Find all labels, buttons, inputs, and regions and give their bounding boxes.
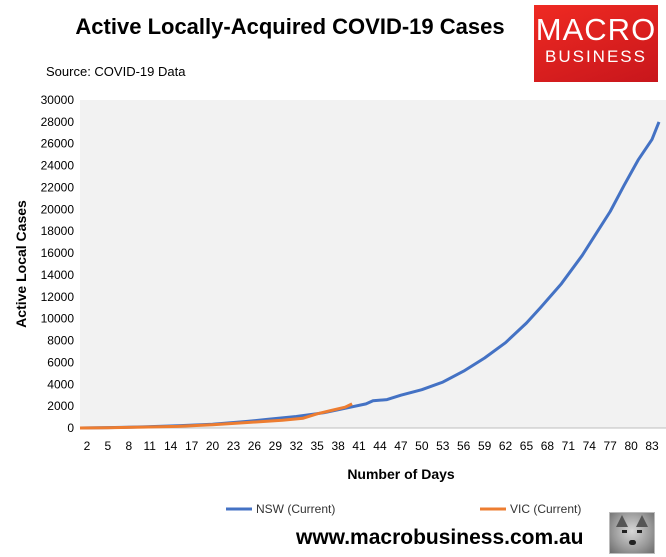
legend: NSW (Current) VIC (Current) (226, 502, 581, 516)
y-tick-label: 4000 (47, 377, 74, 391)
x-tick-label: 53 (436, 439, 450, 453)
x-tick-label: 71 (562, 439, 576, 453)
y-axis-ticks: 0 2000 4000 6000 8000 10000 12000 14000 16000 180… (41, 93, 75, 435)
legend-label-vic: VIC (Current) (510, 502, 581, 516)
x-tick-label: 59 (478, 439, 492, 453)
x-tick-label: 23 (227, 439, 241, 453)
x-tick-label: 14 (164, 439, 178, 453)
series-line-vic (79, 402, 353, 430)
x-tick-label: 74 (583, 439, 597, 453)
x-tick-label: 17 (185, 439, 199, 453)
chart-source: Source: COVID-19 Data (46, 64, 186, 79)
x-tick-label: 83 (645, 439, 659, 453)
x-tick-label: 44 (373, 439, 387, 453)
series-lines (79, 121, 661, 430)
x-tick-label: 56 (457, 439, 471, 453)
x-tick-label: 8 (125, 439, 132, 453)
y-tick-label: 0 (67, 421, 74, 435)
y-tick-label: 24000 (41, 159, 75, 173)
x-tick-label: 47 (394, 439, 408, 453)
x-tick-label: 50 (415, 439, 429, 453)
x-tick-label: 32 (290, 439, 304, 453)
y-tick-label: 10000 (41, 312, 75, 326)
y-tick-label: 14000 (41, 268, 75, 282)
y-tick-label: 6000 (47, 355, 74, 369)
logo-line-1: MACRO (535, 12, 657, 47)
wolf-mascot-icon (609, 512, 655, 554)
x-tick-label: 77 (604, 439, 618, 453)
x-axis-ticks: 2 5 8 11 14 17 20 23 26 29 32 35 38 41 44 47 50 53 56 59 62 6… (84, 439, 659, 453)
y-tick-label: 12000 (41, 290, 75, 304)
y-tick-label: 2000 (47, 399, 74, 413)
x-tick-label: 11 (144, 439, 157, 453)
chart-title: Active Locally-Acquired COVID-19 Cases (75, 14, 505, 39)
x-axis-label: Number of Days (347, 466, 455, 482)
x-tick-label: 35 (311, 439, 325, 453)
y-tick-label: 28000 (41, 115, 75, 129)
x-tick-label: 38 (331, 439, 345, 453)
x-tick-label: 2 (84, 439, 91, 453)
y-tick-label: 8000 (47, 334, 74, 348)
x-tick-label: 65 (520, 439, 534, 453)
x-tick-label: 80 (624, 439, 638, 453)
x-tick-label: 26 (248, 439, 262, 453)
x-tick-label: 5 (105, 439, 112, 453)
y-tick-label: 20000 (41, 202, 75, 216)
footer-url: www.macrobusiness.com.au (296, 526, 584, 549)
x-tick-label: 68 (541, 439, 555, 453)
y-tick-label: 22000 (41, 180, 75, 194)
y-tick-label: 26000 (41, 137, 75, 151)
logo-line-2: BUSINESS (545, 47, 647, 66)
x-tick-label: 62 (499, 439, 513, 453)
legend-label-nsw: NSW (Current) (256, 502, 335, 516)
macrobusiness-logo: MACRO BUSINESS (534, 5, 658, 82)
y-axis-label: Active Local Cases (13, 200, 29, 328)
x-tick-label: 41 (352, 439, 366, 453)
y-tick-label: 18000 (41, 224, 75, 238)
plot-area (80, 100, 666, 428)
y-tick-label: 30000 (41, 93, 75, 107)
y-tick-label: 16000 (41, 246, 75, 260)
x-tick-label: 29 (269, 439, 283, 453)
x-tick-label: 20 (206, 439, 220, 453)
